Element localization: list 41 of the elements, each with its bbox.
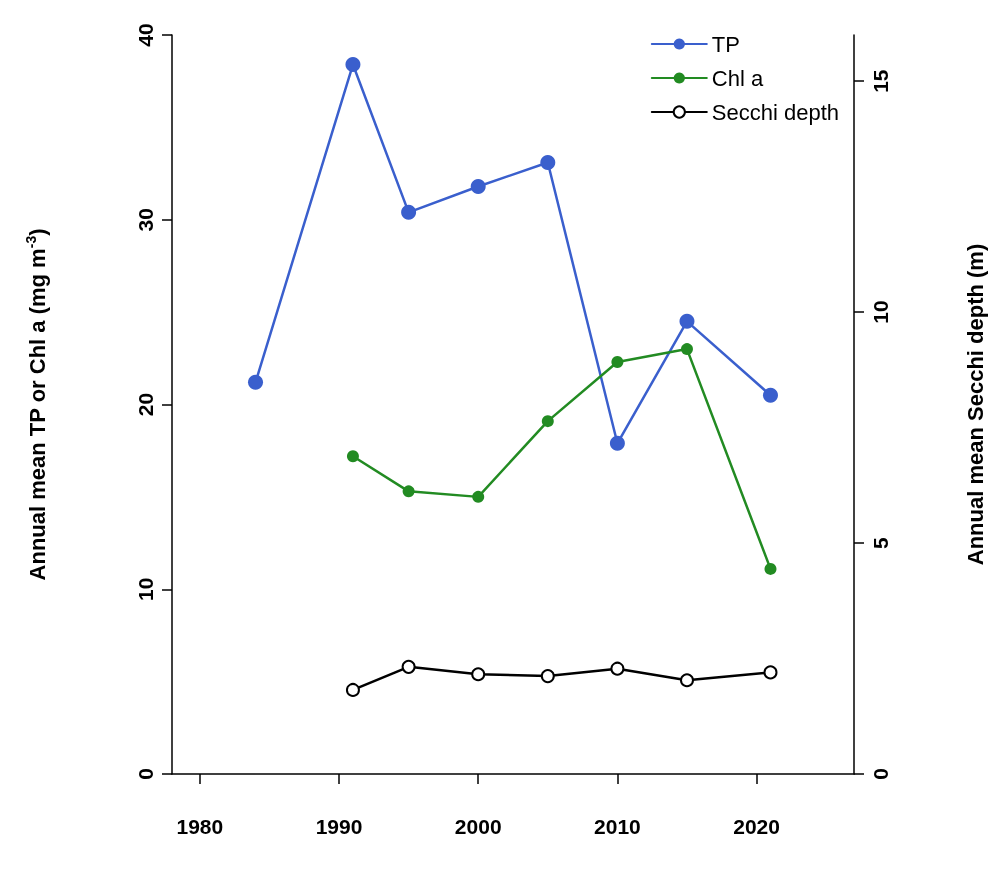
legend-label: TP [711, 31, 740, 57]
point [610, 661, 625, 676]
y-tick-label: 0 [134, 768, 157, 780]
y2-tick-label: 15 [869, 69, 892, 93]
point [763, 665, 778, 680]
x-tick-label: 1990 [315, 815, 363, 838]
y2-tick-label: 0 [869, 768, 892, 780]
point [611, 356, 624, 368]
point [470, 179, 486, 194]
point [540, 154, 556, 170]
x-tick-label: 2020 [733, 815, 780, 838]
point [346, 450, 359, 463]
point [541, 415, 554, 428]
y-tick-label: 10 [134, 577, 157, 601]
point [679, 313, 695, 329]
point [609, 435, 625, 451]
point [401, 204, 417, 220]
point [401, 659, 416, 674]
y2-tick-label: 5 [869, 536, 892, 549]
x-tick-label: 2000 [454, 815, 502, 838]
y-tick-label: 20 [134, 392, 157, 417]
y-axis-title: Annual mean TP or Chl a (mg m-3) [23, 228, 50, 581]
point [680, 343, 693, 356]
point [540, 669, 555, 684]
point [248, 374, 264, 390]
legend-label: Secchi depth [711, 99, 839, 125]
y-tick-label: 30 [134, 208, 157, 232]
point [345, 57, 361, 73]
point [764, 562, 777, 575]
point [763, 387, 778, 403]
point [471, 667, 486, 682]
x-tick-label: 1980 [176, 815, 224, 838]
y-tick-label: 40 [134, 23, 157, 47]
point [679, 673, 694, 688]
point [345, 682, 360, 697]
y2-axis-title: Annual mean Secchi depth (m) [962, 243, 988, 566]
x-tick-label: 2010 [594, 815, 641, 838]
point [472, 490, 485, 503]
legend-label: Chl a [711, 65, 764, 91]
point [402, 485, 415, 498]
y2-tick-label: 10 [869, 300, 892, 324]
